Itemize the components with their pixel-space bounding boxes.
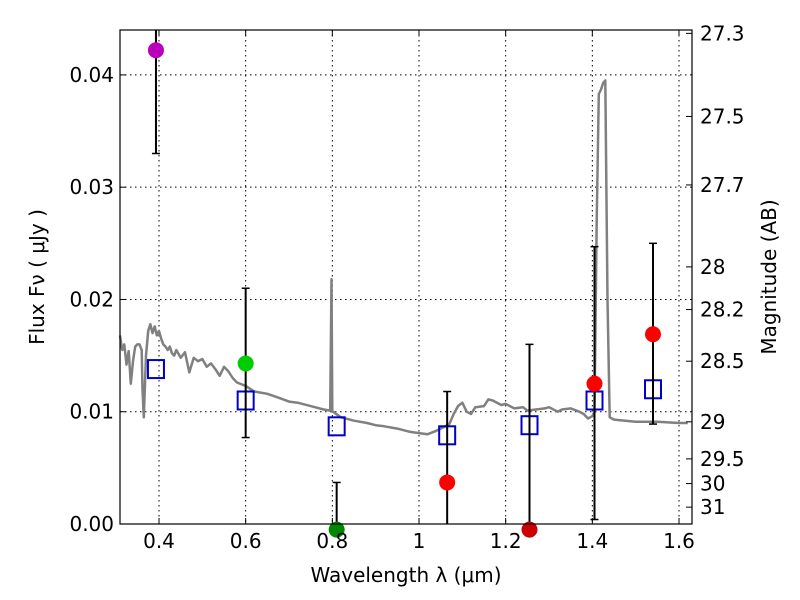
mag-tick-label: 27.3 <box>700 21 745 45</box>
observed-point <box>439 474 456 491</box>
x-axis-label: Wavelength λ (μm) <box>310 563 501 587</box>
mag-tick-label: 31 <box>700 495 725 519</box>
observed-point <box>237 355 254 372</box>
observed-point <box>147 42 164 59</box>
y-axis-right-label: Magnitude (AB) <box>757 199 781 354</box>
y-tick-label: 0.02 <box>69 287 114 311</box>
mag-tick-label: 29.5 <box>700 447 745 471</box>
x-tick-label: 1.4 <box>576 529 608 553</box>
y-tick-label: 0.03 <box>69 175 114 199</box>
model-spectrum-layer <box>118 79 688 436</box>
mag-tick-label: 28.2 <box>700 298 745 322</box>
mag-tick-label: 29 <box>700 410 725 434</box>
x-tick-label: 1 <box>413 529 426 553</box>
x-tick-label: 0.8 <box>316 529 348 553</box>
y-axis-label: Flux Fν ( μJy ) <box>25 209 49 345</box>
observed-points-layer <box>147 30 661 538</box>
x-tick-label: 1.6 <box>663 529 695 553</box>
model-band-marker <box>327 416 346 437</box>
observed-point <box>586 375 603 392</box>
model-band-marker <box>146 359 165 380</box>
y-tick-label: 0.01 <box>69 400 114 424</box>
x-tick-label: 0.4 <box>143 529 175 553</box>
y-tick-label: 0.00 <box>69 512 114 536</box>
mag-tick-label: 28.5 <box>700 349 745 373</box>
observed-point <box>328 521 345 538</box>
y-tick-label: 0.04 <box>69 63 114 87</box>
observed-point <box>645 326 661 343</box>
observed-point <box>521 521 538 538</box>
axes: 0.4 0.6 0.8 1 1.2 1.4 1.6 0.00 0.01 0.02 0.03 0.04 2… <box>69 21 744 553</box>
mag-tick-label: 30 <box>700 472 725 496</box>
mag-tick-label: 28 <box>700 255 725 279</box>
x-tick-label: 0.6 <box>230 529 262 553</box>
mag-tick-label: 27.7 <box>700 173 745 197</box>
x-tick-label: 1.2 <box>490 529 522 553</box>
grid <box>120 30 692 524</box>
model-spectrum-line <box>118 79 688 436</box>
mag-tick-label: 27.5 <box>700 104 745 128</box>
plot-frame <box>119 29 693 525</box>
